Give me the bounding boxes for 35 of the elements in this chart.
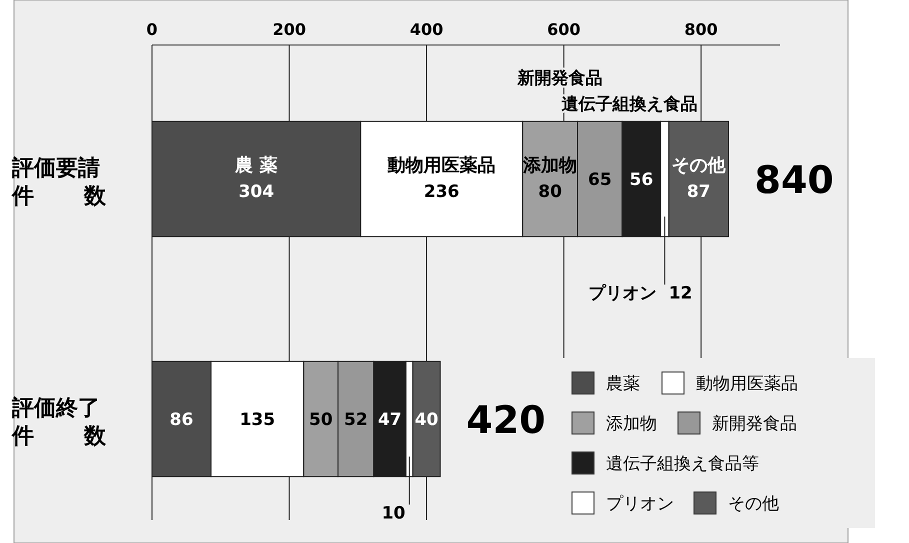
data-label: 86	[170, 410, 194, 430]
annotation: プリオン	[588, 284, 657, 304]
legend-label: 農薬	[606, 374, 640, 394]
annotation: 農 薬	[234, 155, 278, 176]
legend-label: 添加物	[606, 414, 657, 434]
data-label: 236	[424, 182, 460, 202]
x-tick-label: 200	[272, 20, 306, 39]
annotation: その他	[672, 155, 727, 176]
legend-label: プリオン	[606, 494, 674, 514]
annotation: 添加物	[522, 155, 578, 176]
x-tick-label: 400	[410, 20, 444, 39]
data-label: 304	[238, 182, 274, 202]
data-label: 47	[378, 410, 402, 430]
data-label: 65	[588, 170, 612, 190]
data-label: 40	[414, 410, 439, 430]
category-label: 評価終了件数	[12, 396, 106, 449]
total-label: 840	[754, 158, 834, 202]
legend-label: 遺伝子組換え食品等	[606, 454, 759, 474]
data-label: 50	[309, 410, 333, 430]
data-label: 52	[344, 410, 368, 430]
data-label: 135	[240, 410, 276, 430]
data-label: 80	[538, 182, 562, 202]
data-label: 87	[686, 182, 711, 202]
data-label: 12	[668, 284, 692, 304]
legend-label: その他	[728, 494, 779, 514]
x-tick-label: 800	[684, 20, 718, 39]
data-label: 10	[382, 504, 406, 524]
legend-label: 新開発食品	[712, 414, 797, 434]
data-label: 56	[630, 170, 654, 190]
total-label: 420	[466, 398, 546, 442]
legend-label: 動物用医薬品	[696, 374, 798, 394]
x-tick-label: 0	[146, 20, 158, 39]
annotation: 動物用医薬品	[386, 155, 496, 176]
category-label: 評価要請件数	[12, 156, 106, 209]
x-tick-label: 600	[547, 20, 581, 39]
